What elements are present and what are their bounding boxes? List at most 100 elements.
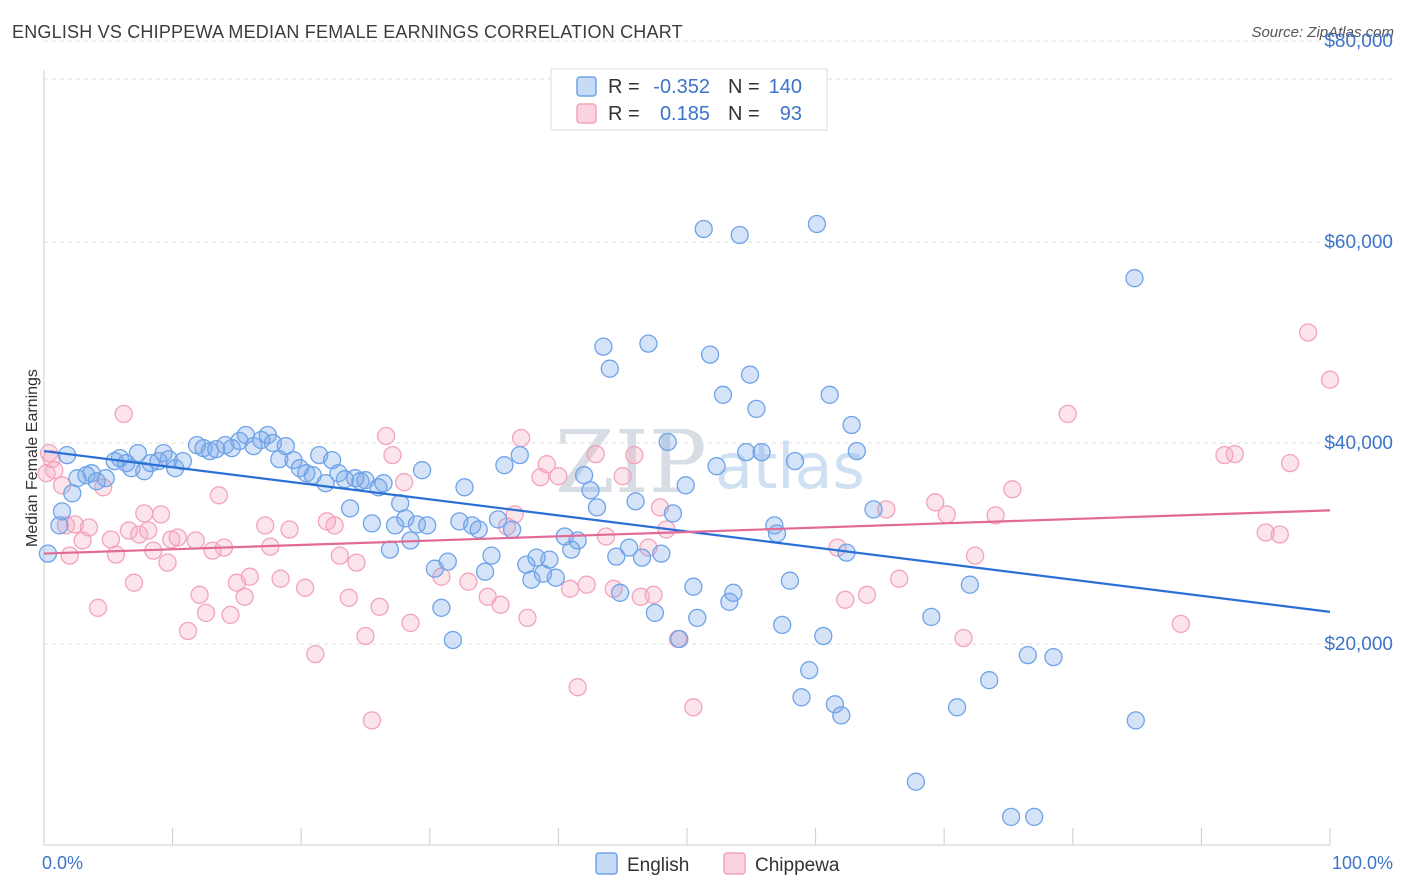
english-point-134	[1001, 807, 1021, 827]
chippewa-point-30	[209, 486, 229, 505]
legend-english-n-value: 140	[769, 76, 802, 98]
y-tick-label-80000: $80,000	[1324, 31, 1393, 52]
english-point-131	[947, 698, 967, 717]
english-point-95	[652, 544, 671, 563]
grid-lines	[44, 40, 1392, 645]
english-point-97	[663, 504, 683, 523]
chippewa-trend-line	[43, 509, 1331, 555]
chippewa-point-49	[370, 597, 389, 616]
chippewa-point-18	[135, 504, 154, 523]
english-point-100	[684, 577, 703, 596]
chippewa-point-3	[45, 461, 64, 480]
english-point-121	[814, 626, 833, 646]
chippewa-point-65	[560, 579, 580, 598]
chippewa-point-19	[139, 521, 158, 540]
chippewa-point-32	[221, 605, 240, 625]
legend-english-swatch	[576, 76, 597, 97]
english-point-91	[626, 492, 645, 511]
english-point-70	[488, 510, 508, 529]
chippewa-point-43	[325, 516, 344, 535]
chippewa-point-41	[306, 644, 325, 664]
english-point-2	[52, 502, 72, 521]
english-point-27	[222, 438, 241, 458]
chippewa-point-38	[271, 569, 290, 588]
chippewa-point-35	[240, 567, 259, 586]
english-point-127	[847, 441, 866, 461]
chippewa-point-34	[235, 587, 254, 606]
english-point-21	[173, 451, 193, 471]
chippewa-point-50	[376, 426, 396, 446]
english-point-117	[785, 451, 805, 471]
english-point-112	[752, 442, 771, 462]
english-point-73	[510, 445, 529, 465]
chippewa-point-53	[401, 613, 420, 633]
english-point-4	[63, 484, 82, 503]
chippewa-point-27	[190, 585, 209, 604]
chippewa-point-14	[114, 404, 133, 424]
legend-chippewa-n-label: N =	[728, 103, 760, 125]
legend-chippewa-r-value: 0.185	[660, 103, 710, 125]
x-tick-label-max: 100.0%	[1332, 853, 1393, 873]
chippewa-point-52	[394, 473, 414, 492]
english-point-107	[724, 583, 743, 602]
chippewa-point-46	[347, 553, 366, 572]
english-point-109	[737, 442, 756, 462]
chippewa-point-89	[986, 506, 1005, 525]
english-point-111	[747, 399, 766, 419]
english-point-138	[1125, 269, 1144, 288]
english-point-55	[396, 509, 415, 528]
chippewa-point-9	[79, 518, 99, 537]
english-point-120	[807, 214, 827, 234]
chippewa-point-13	[106, 545, 126, 564]
chippewa-point-75	[644, 585, 663, 604]
bottom-legend-english-swatch	[595, 852, 618, 875]
chippewa-point-81	[836, 590, 855, 609]
english-point-87	[600, 359, 619, 378]
english-point-45	[340, 499, 360, 518]
english-point-78	[540, 550, 559, 569]
chippewa-point-55	[459, 572, 478, 591]
chippewa-point-15	[119, 521, 139, 540]
chippewa-point-60	[511, 428, 531, 448]
chippewa-point-64	[549, 467, 568, 486]
english-point-35	[276, 436, 295, 456]
english-point-118	[792, 688, 811, 707]
english-point-115	[773, 615, 792, 635]
watermark-atlas: atlas	[715, 430, 865, 503]
chippewa-point-36	[256, 516, 275, 535]
english-point-85	[587, 498, 607, 517]
chippewa-point-61	[518, 608, 537, 628]
english-point-135	[1018, 645, 1037, 665]
chippewa-point-16	[124, 573, 144, 592]
chippewa-point-94	[1225, 444, 1244, 464]
chippewa-point-39	[280, 520, 299, 539]
chippewa-point-67	[577, 575, 596, 594]
x-tick-label-min: 0.0%	[42, 853, 83, 873]
english-point-99	[676, 476, 695, 495]
chippewa-point-99	[1320, 370, 1340, 389]
chippewa-point-90	[1003, 480, 1022, 499]
english-point-69	[482, 546, 501, 565]
chippewa-point-44	[330, 546, 349, 565]
y-tick-label-20000: $20,000	[1324, 634, 1393, 655]
english-point-105	[713, 385, 733, 404]
chippewa-point-51	[383, 445, 402, 465]
english-point-49	[362, 514, 382, 533]
english-point-132	[960, 575, 980, 594]
english-point-116	[780, 571, 800, 590]
english-point-104	[707, 457, 726, 476]
legend: R = -0.352 N = 140 R = 0.185 N = 93	[550, 68, 828, 131]
english-point-65	[455, 478, 474, 497]
chippewa-point-10	[88, 598, 108, 617]
chippewa-point-17	[130, 525, 149, 544]
chippewa-point-7	[65, 515, 85, 534]
legend-chippewa-swatch	[576, 103, 597, 124]
english-points	[38, 214, 1145, 827]
chippewa-point-87	[954, 628, 973, 648]
english-point-101	[688, 608, 707, 628]
english-point-103	[700, 345, 720, 364]
chippewa-point-63	[537, 455, 556, 474]
y-tick-label-60000: $60,000	[1324, 232, 1393, 253]
english-point-108	[730, 225, 749, 245]
